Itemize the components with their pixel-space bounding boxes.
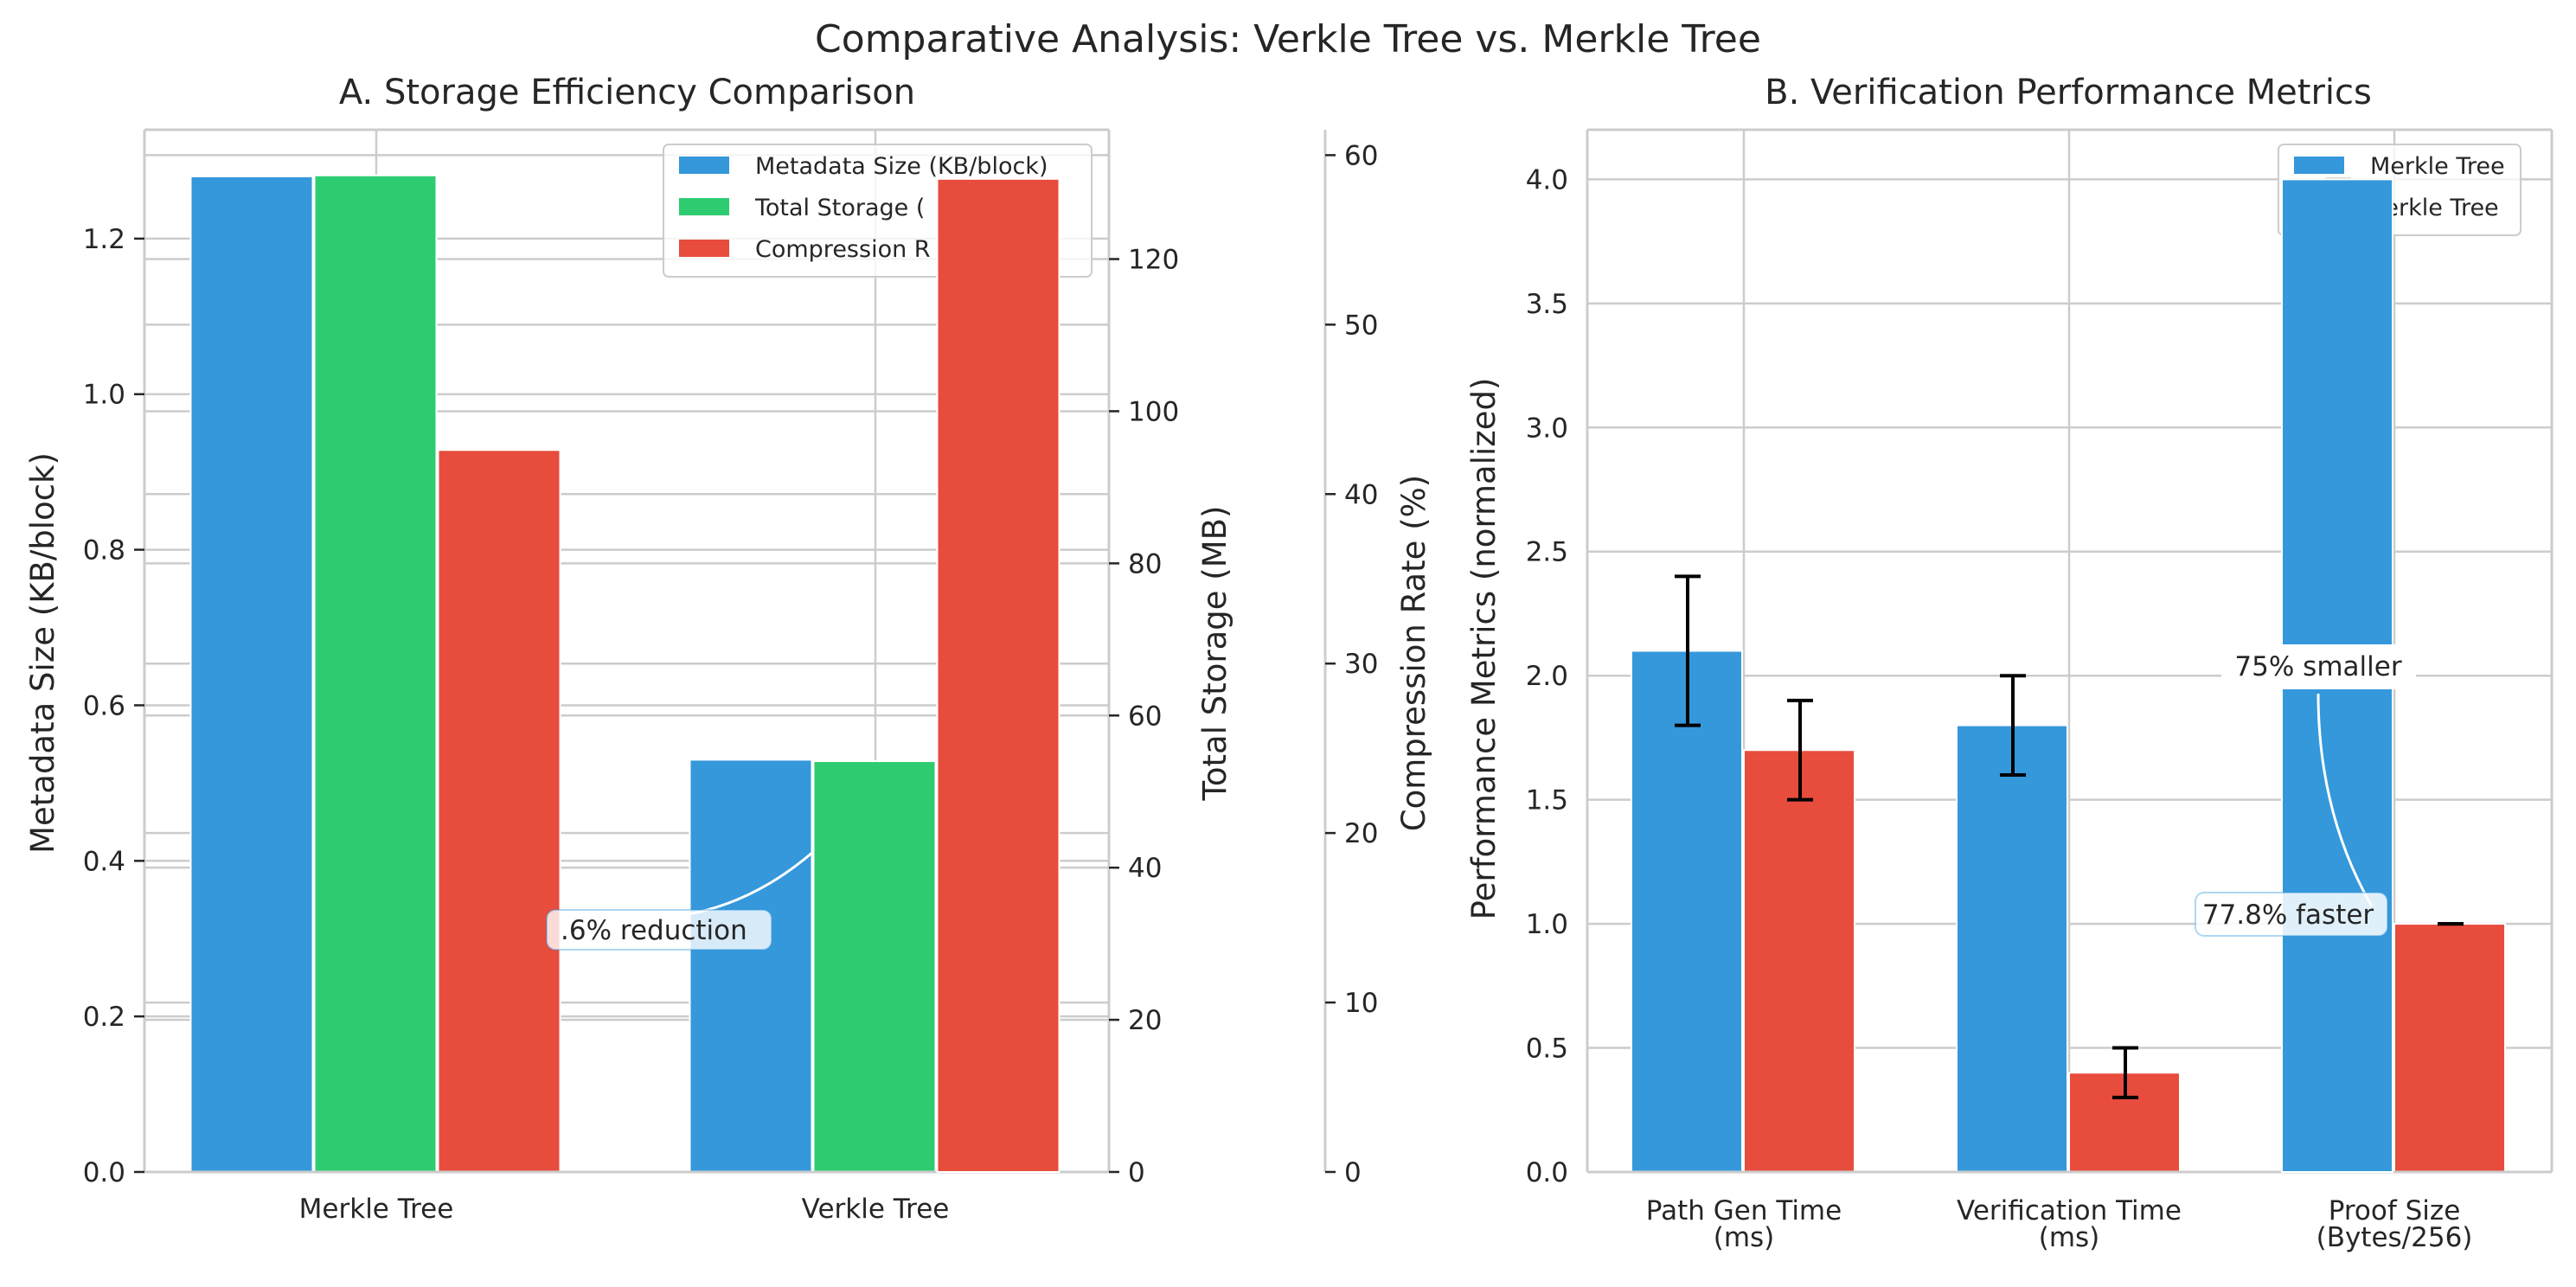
panel-b-annotation-faster: 77.8% faster: [2202, 900, 2374, 931]
panel-b-xticklabel-1-1: (ms): [2039, 1222, 2100, 1253]
figure-suptitle: Comparative Analysis: Verkle Tree vs. Me…: [815, 17, 1761, 61]
legend-label-metadata: Metadata Size (KB/block): [755, 153, 1048, 180]
panel-b-bars: [1631, 650, 2506, 1173]
panel-b-annotation-arrow: [2316, 693, 2374, 907]
panel-a-ticklabel-right2-1: 10: [1344, 988, 1378, 1019]
panel-b-xticklabel-0-1: (ms): [1714, 1222, 1775, 1253]
panel-a-ticklabel-right1-0: 0: [1128, 1157, 1145, 1188]
panel-b-title: B. Verification Performance Metrics: [1765, 73, 2372, 112]
panel-b-ticklabel-6: 3.0: [1526, 413, 1568, 444]
legend-label-merkle: Merkle Tree: [2370, 153, 2505, 180]
panel-a-ticklabel-right1-3: 60: [1128, 701, 1162, 732]
panel-a-ticklabel-left-6: 1.2: [83, 224, 125, 255]
panel-a-ticklabel-right2-3: 30: [1344, 649, 1378, 680]
panel-a-ticklabel-right2-4: 40: [1344, 479, 1378, 510]
panel-b-ticklabel-8: 4.0: [1526, 164, 1568, 195]
panel-a-ylabel-right1: Total Storage (MB): [1196, 506, 1234, 802]
panel-a-xticklabel-0: Merkle Tree: [299, 1194, 454, 1225]
panel-a-ylabel-left: Metadata Size (KB/block): [24, 452, 61, 854]
panel-a-ticklabel-right1-2: 40: [1128, 853, 1162, 884]
panel-a-bar-metadata-verkle: [689, 759, 813, 1173]
panel-a-tick-labels: 0.0 0.2 0.4 0.6 0.8 1.0 1.2 0 20 40 60 80 100 120 0 10 2…: [83, 140, 1379, 1225]
legend-label-storage: Total Storage (: [754, 195, 925, 221]
panel-a-ticklabel-right2-5: 50: [1344, 310, 1378, 341]
panel-a-ticklabel-right1-6: 120: [1128, 245, 1179, 276]
panel-a-ticklabel-left-1: 0.2: [83, 1002, 125, 1033]
panel-a-bar-storage-merkle: [313, 174, 438, 1174]
panel-a-ticklabel-left-5: 1.0: [83, 380, 125, 411]
panel-a-ticklabel-left-0: 0.0: [83, 1157, 125, 1188]
panel-a-ticklabel-right1-1: 20: [1128, 1005, 1162, 1036]
panel-a-bar-storage-verkle: [812, 760, 937, 1173]
panel-b-bar-verkle-0: [1743, 749, 1855, 1173]
panel-a-title: A. Storage Efficiency Comparison: [339, 73, 915, 112]
panel-b-ylabel: Performance Metrics (normalized): [1465, 378, 1503, 920]
legend-swatch-storage: [679, 198, 729, 215]
panel-a-bar-compression-verkle: [936, 177, 1061, 1173]
panel-a-xticklabel-1: Verkle Tree: [802, 1194, 950, 1225]
panel-a-bars-front: [936, 177, 1061, 1173]
panel-a-ticklabel-left-4: 0.8: [83, 535, 125, 567]
legend-swatch-compression: [679, 240, 729, 257]
legend-swatch-merkle: [2294, 157, 2344, 174]
panel-a-ticklabel-right1-4: 80: [1128, 548, 1162, 579]
panel-b-annotation-smaller: 75% smaller: [2234, 651, 2401, 682]
panel-a-annotation-text: .6% reduction: [561, 915, 747, 946]
panel-a-storage-efficiency: A. Storage Efficiency Comparison 0.00.20…: [24, 73, 1432, 1225]
panel-a-annotation-box: [546, 909, 772, 951]
panel-b-tick-labels: 0.0 0.5 1.0 1.5 2.0 2.5 3.0 3.5 4.0 Path Gen Time…: [1526, 164, 2473, 1253]
panel-b-ticklabel-3: 1.5: [1526, 785, 1568, 816]
panel-b-ticklabel-4: 2.0: [1526, 661, 1568, 692]
panel-b-xticklabel-1-0: Verification Time: [1957, 1195, 2182, 1226]
panel-b-annotation-faster-box: [2195, 892, 2388, 937]
legend-swatch-metadata: [679, 157, 729, 174]
panel-a-ticklabel-left-2: 0.4: [83, 846, 125, 877]
panel-a-ticklabel-right2-2: 20: [1344, 818, 1378, 849]
panel-a-ticklabel-right1-5: 100: [1128, 396, 1179, 427]
panel-b-xticklabel-2-1: (Bytes/256): [2316, 1222, 2473, 1253]
panel-b-bar-verkle-2: [2393, 923, 2506, 1173]
panel-b-xticklabel-0-0: Path Gen Time: [1646, 1195, 1842, 1226]
panel-b-ticklabel-5: 2.5: [1526, 537, 1568, 568]
panel-b-annotation-smaller-box: [2221, 644, 2416, 689]
panel-b-xticklabel-2-0: Proof Size: [2329, 1195, 2461, 1226]
panel-b-ticklabel-1: 0.5: [1526, 1034, 1568, 1065]
panel-a-ticklabel-right2-0: 0: [1344, 1157, 1362, 1188]
panel-a-bar-compression-merkle: [437, 449, 561, 1173]
panel-a-ticklabel-right2-6: 60: [1344, 140, 1378, 171]
panel-b-verification-performance: B. Verification Performance Metrics 0.00…: [1465, 73, 2554, 1253]
panel-a-ylabel-right2: Compression Rate (%): [1395, 475, 1432, 831]
panel-b-bar-merkle-0: [1631, 650, 1743, 1173]
panel-a-bars: [189, 174, 937, 1174]
panel-a-ticklabel-left-3: 0.6: [83, 690, 125, 721]
panel-b-ticklabel-7: 3.5: [1526, 289, 1568, 320]
legend-label-compression: Compression R: [755, 236, 931, 263]
panel-b-ticklabel-0: 0.0: [1526, 1157, 1568, 1188]
panel-a-bar-metadata-merkle: [189, 175, 314, 1174]
panel-b-ticklabel-2: 1.0: [1526, 909, 1568, 940]
panel-b-bar-merkle-1: [1956, 724, 2068, 1173]
